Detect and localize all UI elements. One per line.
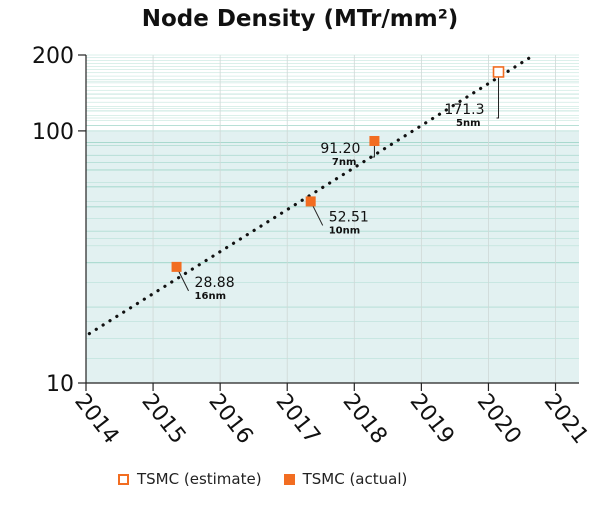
legend-label-estimate: TSMC (estimate) <box>137 470 262 488</box>
data-point-actual <box>369 135 380 146</box>
data-label-value: 91.20 <box>320 141 360 157</box>
legend-item-estimate: TSMC (estimate) <box>118 470 262 488</box>
data-label-node: 7nm <box>332 157 357 168</box>
x-tick-label: 2018 <box>338 389 392 449</box>
legend-filled-square-icon <box>283 473 295 485</box>
legend-hollow-square-icon <box>118 473 129 485</box>
x-tick-label: 2016 <box>203 389 257 449</box>
data-point-actual <box>305 196 316 207</box>
y-tick-label: 10 <box>46 372 74 397</box>
y-tick-label: 200 <box>32 44 74 69</box>
x-tick-label: 2019 <box>405 389 459 449</box>
chart-title: Node Density (MTr/mm²) <box>141 6 459 32</box>
legend-item-actual: TSMC (actual) <box>283 470 408 488</box>
data-label-node: 10nm <box>329 225 360 236</box>
x-tick-label: 2015 <box>136 389 190 449</box>
x-tick-label: 2017 <box>270 389 324 449</box>
x-tick-label: 2021 <box>539 389 593 449</box>
data-label-value: 28.88 <box>195 275 235 291</box>
leader-line <box>496 71 500 119</box>
plot-band <box>86 130 579 383</box>
data-point-estimate <box>492 66 505 78</box>
trend-line <box>87 56 531 336</box>
data-label-node: 5nm <box>456 118 481 129</box>
leader-line <box>372 140 375 158</box>
legend-label-actual: TSMC (actual) <box>302 470 408 488</box>
data-label-value: 171.3 <box>444 102 484 118</box>
x-tick-label: 2020 <box>472 389 526 449</box>
y-tick-label: 100 <box>32 120 74 145</box>
legend: TSMC (estimate) TSMC (actual) <box>118 470 429 488</box>
data-label-value: 52.51 <box>329 209 369 225</box>
x-tick-label: 2014 <box>69 389 123 449</box>
data-point-actual <box>171 261 182 272</box>
data-label-node: 16nm <box>195 291 226 302</box>
